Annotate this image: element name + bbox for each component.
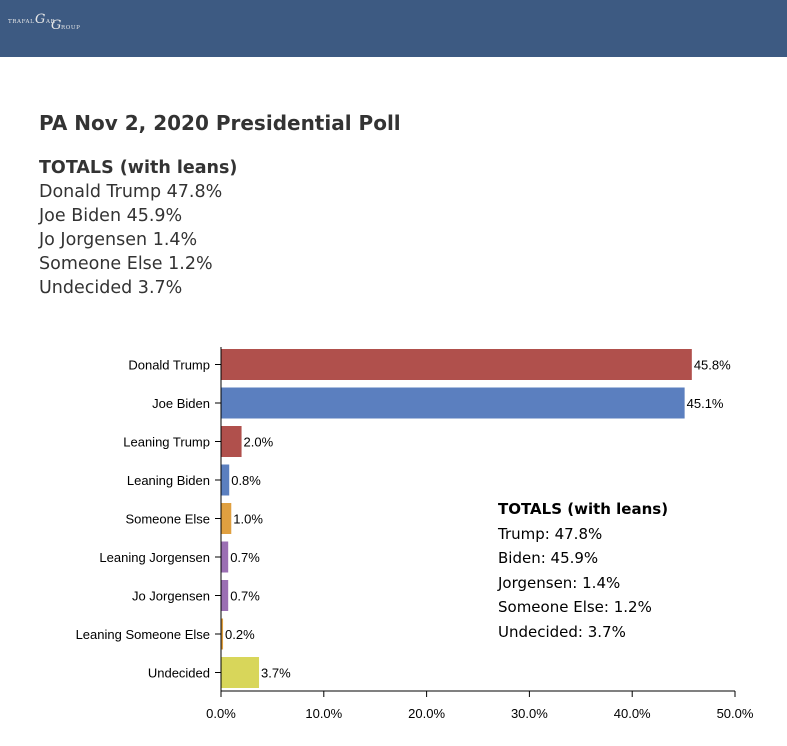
- bar: [221, 349, 692, 380]
- value-label: 0.7%: [230, 589, 260, 604]
- chart-annotation-line: Trump: 47.8%: [498, 524, 603, 543]
- totals-line: Donald Trump 47.8%: [39, 182, 223, 202]
- bar: [221, 464, 230, 496]
- totals-line: Jo Jorgensen 1.4%: [39, 230, 198, 250]
- category-label: Leaning Jorgensen: [99, 550, 210, 565]
- x-tick-label: 50.0%: [717, 706, 754, 721]
- totals-line: Someone Else 1.2%: [39, 254, 213, 274]
- bar: [221, 541, 229, 573]
- logo-text-right: AR: [46, 19, 56, 25]
- chart-annotation-line: Undecided: 3.7%: [498, 622, 626, 641]
- value-label: 1.0%: [233, 512, 263, 527]
- value-label: 45.8%: [694, 358, 731, 373]
- trafalgar-group-logo[interactable]: TRAFAL G AR G ROUP: [8, 12, 88, 38]
- bar: [221, 580, 229, 611]
- category-label: Joe Biden: [152, 396, 210, 411]
- category-label: Leaning Biden: [127, 473, 210, 488]
- category-label: Jo Jorgensen: [132, 589, 210, 604]
- x-tick-label: 40.0%: [614, 706, 651, 721]
- chart-annotation-line: Someone Else: 1.2%: [498, 598, 652, 616]
- category-label: Someone Else: [125, 512, 210, 527]
- logo-text-big: G: [35, 12, 46, 27]
- value-label: 45.1%: [687, 396, 724, 411]
- page-title: PA Nov 2, 2020 Presidential Poll: [39, 111, 401, 135]
- site-header: TRAFAL G AR G ROUP: [0, 0, 787, 57]
- poll-bar-chart: Donald Trump 45.8% Joe Biden 45.1% Leaning T…: [76, 347, 754, 721]
- chart-totals-annotation: TOTALS (with leans) Trump: 47.8% Biden: …: [498, 497, 668, 644]
- totals-line: Undecided 3.7%: [39, 278, 183, 298]
- bar: [221, 657, 260, 688]
- value-label: 0.8%: [231, 473, 261, 488]
- x-tick-label: 0.0%: [206, 706, 236, 721]
- chart-annotation-line: Jorgensen: 1.4%: [498, 573, 621, 592]
- value-label: 2.0%: [244, 435, 274, 450]
- totals-line: Joe Biden 45.9%: [39, 206, 183, 226]
- logo-text-left: TRAFAL: [8, 19, 35, 25]
- value-label: 0.2%: [225, 627, 255, 642]
- category-label: Leaning Someone Else: [76, 627, 210, 642]
- value-label: 0.7%: [230, 550, 260, 565]
- value-label: 3.7%: [261, 666, 291, 681]
- x-tick-label: 10.0%: [305, 706, 342, 721]
- x-tick-label: 30.0%: [511, 706, 548, 721]
- totals-heading: TOTALS (with leans): [39, 158, 238, 178]
- bar: [221, 426, 242, 457]
- chart-annotation-heading: TOTALS (with leans): [498, 500, 669, 518]
- bar: [221, 503, 232, 534]
- logo-text-tail: G: [51, 18, 62, 33]
- category-label: Leaning Trump: [123, 435, 210, 450]
- x-tick-label: 20.0%: [408, 706, 445, 721]
- logo-text-bottom: ROUP: [61, 25, 81, 31]
- category-label: Donald Trump: [128, 358, 210, 373]
- bar: [221, 618, 224, 650]
- chart-annotation-line: Biden: 45.9%: [498, 549, 599, 567]
- bar: [221, 387, 685, 419]
- category-label: Undecided: [148, 666, 210, 681]
- totals-summary: TOTALS (with leans) Donald Trump 47.8% J…: [39, 156, 237, 300]
